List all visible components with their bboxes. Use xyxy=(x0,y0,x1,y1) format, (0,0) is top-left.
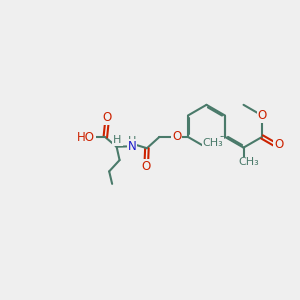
Text: O: O xyxy=(102,111,111,124)
Text: H: H xyxy=(113,135,122,145)
Text: H: H xyxy=(128,136,136,146)
Text: O: O xyxy=(274,138,283,151)
Text: O: O xyxy=(172,130,181,143)
Text: O: O xyxy=(142,160,151,173)
Text: CH₃: CH₃ xyxy=(203,138,224,148)
Text: HO: HO xyxy=(77,131,95,144)
Text: CH₃: CH₃ xyxy=(238,158,259,167)
Text: N: N xyxy=(128,140,136,153)
Text: O: O xyxy=(257,109,267,122)
